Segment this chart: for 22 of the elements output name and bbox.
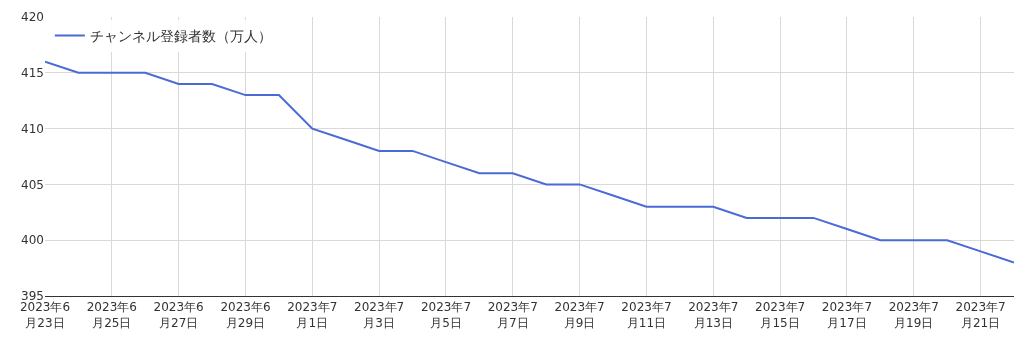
x-tick-label: 2023年6 月25日 <box>86 300 137 330</box>
x-tick-label: 2023年7 月17日 <box>821 300 873 330</box>
line-series <box>45 60 1014 264</box>
x-tick-label: 2023年7 月1日 <box>287 300 338 330</box>
x-tick-label: 2023年6 月23日 <box>19 300 71 330</box>
y-tick-label: 420 <box>21 10 44 25</box>
x-tick-label: 2023年7 月19日 <box>888 300 939 330</box>
x-tick-label: 2023年7 月21日 <box>955 300 1006 330</box>
y-tick-label: 410 <box>21 121 44 136</box>
x-tick-label: 2023年7 月3日 <box>354 300 405 330</box>
x-tick-label: 2023年6 月27日 <box>153 300 204 330</box>
x-tick-label: 2023年7 月5日 <box>420 300 472 330</box>
legend-label: チャンネル登録者数（万人） <box>89 27 272 44</box>
x-tick-label: 2023年6 月29日 <box>220 300 271 330</box>
x-tick-label: 2023年7 月9日 <box>554 300 605 330</box>
y-tick-label: 405 <box>21 177 44 192</box>
y-tick-label: 400 <box>21 233 44 248</box>
x-tick-label: 2023年7 月11日 <box>621 300 672 330</box>
x-tick-label: 2023年7 月7日 <box>487 300 538 330</box>
x-tick-label: 2023年7 月13日 <box>688 300 739 330</box>
y-tick-label: 415 <box>21 66 44 80</box>
x-tick-label: 2023年7 月15日 <box>755 300 806 330</box>
